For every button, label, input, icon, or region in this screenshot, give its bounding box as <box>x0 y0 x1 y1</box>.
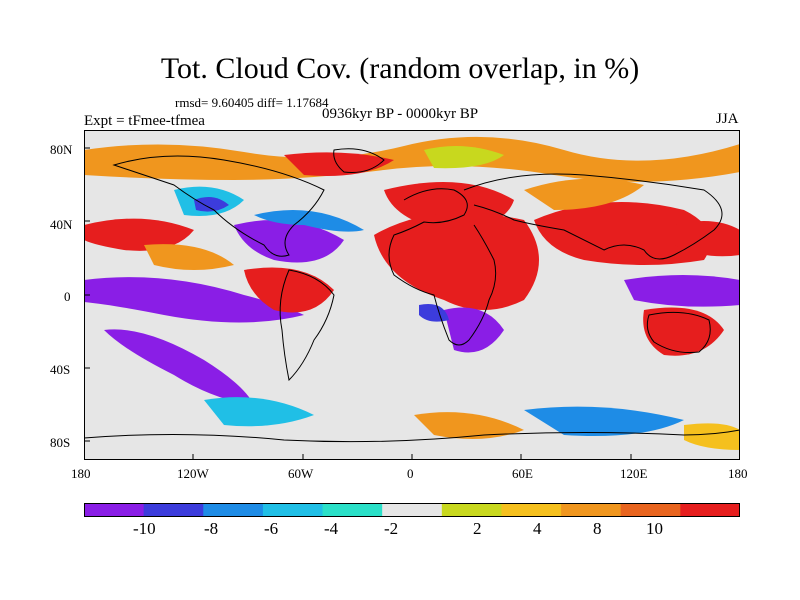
field-equatorial-west-pacific-negative <box>624 275 740 307</box>
lat-label-80n: 80N <box>50 142 73 157</box>
colorbar-label-neg8: -8 <box>204 519 219 538</box>
coastline-australia <box>646 311 711 353</box>
colorbar-swatch <box>203 503 264 517</box>
field-antarctic-east-positive <box>684 423 740 450</box>
colorbar-swatch <box>262 503 324 517</box>
map-ticks <box>84 147 632 460</box>
field-south-pacific-negative <box>104 329 254 405</box>
field-pacific-positive <box>144 244 234 270</box>
colorbar-label-2: 2 <box>473 519 482 538</box>
colorbar-swatch <box>501 503 562 517</box>
field-siberia-positive <box>524 178 644 210</box>
lon-label-60e: 60E <box>512 466 533 481</box>
lat-label-80s: 80S <box>50 435 71 450</box>
field-southern-ocean-negative <box>204 397 314 427</box>
colorbar-label-neg10: -10 <box>133 519 156 538</box>
experiment-label: Expt = tFmee-tfmea <box>84 113 205 129</box>
coastline-europe-africa <box>388 188 497 346</box>
field-npac-west-positive <box>84 218 194 251</box>
colorbar-label-neg6: -6 <box>264 519 279 538</box>
field-nw-strong-negative <box>194 196 229 212</box>
lat-label-40n: 40N <box>50 217 73 232</box>
lon-label-120w: 120W <box>177 466 209 481</box>
period-label: 0936kyr BP - 0000kyr BP <box>322 106 479 122</box>
colorbar-swatch <box>680 503 740 517</box>
field-north-america-negative <box>234 220 344 263</box>
colorbar-label-4: 4 <box>533 519 542 538</box>
colorbar-swatch <box>561 503 622 517</box>
field-south-america-positive <box>244 267 334 313</box>
field-scandinavia-positive <box>424 146 504 169</box>
coastline-asia <box>463 173 723 260</box>
lon-label-120e: 120E <box>620 466 648 481</box>
lon-label-180e: 180 <box>728 466 748 481</box>
colorbar-label-neg2: -2 <box>384 519 399 538</box>
coastline-greenland <box>333 148 385 173</box>
lat-label-40s: 40S <box>50 362 71 377</box>
field-north-america-ring <box>254 210 364 232</box>
lon-label-180w: 180 <box>71 466 91 481</box>
field-southern-indian-negative <box>524 406 684 436</box>
field-arctic-positive <box>84 136 740 182</box>
coastlines <box>84 148 740 443</box>
season-label: JJA <box>716 111 739 127</box>
lon-label-60w: 60W <box>288 466 314 481</box>
colorbar-swatch <box>143 503 204 517</box>
colorbar-label-neg4: -4 <box>324 519 339 538</box>
colorbar-swatch <box>84 503 145 517</box>
colorbar-swatch <box>441 503 502 517</box>
coastline-antarctica <box>84 429 740 443</box>
stats-subtitle: rmsd= 9.60405 diff= 1.17684 <box>175 95 329 110</box>
field-npac-east-positive <box>674 221 740 257</box>
field-southern-africa-negative <box>444 307 504 353</box>
lat-label-0: 0 <box>64 289 71 304</box>
field-antarctic-positive <box>414 412 524 439</box>
cloud-cover-anomaly-map <box>84 130 740 460</box>
colorbar <box>84 503 740 517</box>
field-australia-positive <box>643 307 724 356</box>
lon-label-0: 0 <box>407 466 414 481</box>
colorbar-label-8: 8 <box>593 519 602 538</box>
colorbar-frame <box>84 503 740 517</box>
field-angola-negative <box>419 304 449 322</box>
field-equatorial-east-pacific-negative <box>84 277 304 323</box>
coastline-south-america <box>279 269 335 382</box>
map-title: Tot. Cloud Cov. (random overlap, in %) <box>160 52 640 85</box>
coastline-north-america <box>112 155 325 257</box>
field-asia-positive <box>534 202 711 265</box>
colorbar-label-10: 10 <box>646 519 663 538</box>
colorbar-swatch <box>620 503 681 517</box>
colorbar-swatch <box>382 503 443 517</box>
colorbar-swatch <box>322 503 383 517</box>
field-africa-positive <box>374 212 539 310</box>
